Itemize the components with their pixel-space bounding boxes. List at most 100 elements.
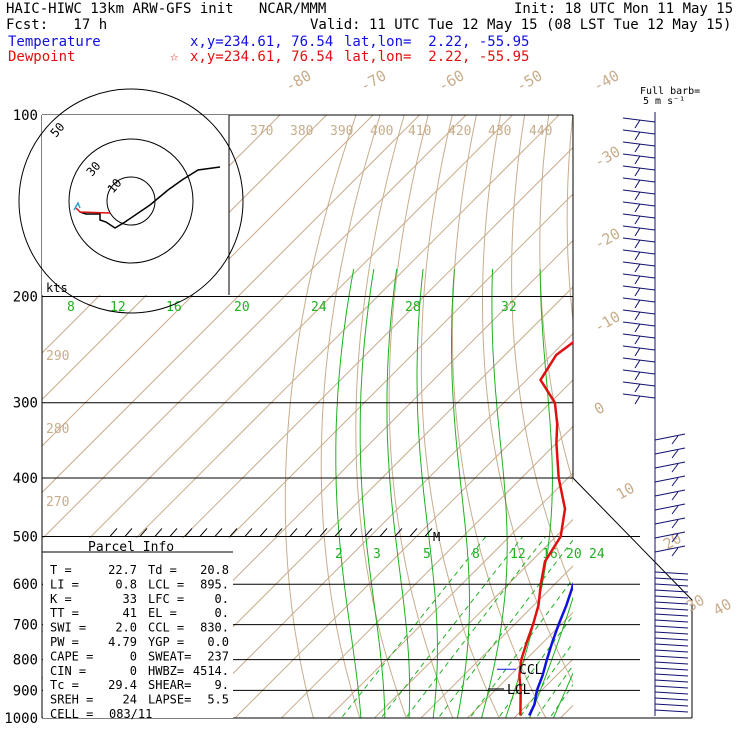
wind-barb-feather [634, 239, 641, 249]
wind-barb [622, 141, 656, 147]
parcel-row-label: K = [50, 592, 72, 606]
wind-barb-feather [634, 143, 641, 153]
hodograph-trace [79, 166, 221, 229]
wind-barb-feather [634, 191, 641, 201]
forecast-hour: Fcst: 17 h [6, 17, 108, 33]
hatch-mark [109, 528, 118, 537]
temperature-xy: x,y=234.61, 76.54 [190, 34, 334, 50]
theta-label: 430 [488, 124, 511, 139]
parcel-row-label: SHEAR= [148, 678, 191, 692]
parcel-row-value: 237 [207, 649, 229, 663]
wind-barb-feather [634, 311, 641, 321]
wind-barb-feather [634, 383, 641, 393]
theta-label: 410 [408, 124, 431, 139]
dry-adiabat-line [451, 115, 547, 718]
wind-barb [622, 201, 656, 207]
wind-barb [622, 177, 656, 183]
wind-barb-feather [634, 371, 641, 381]
pressure-label: 1000 [4, 711, 38, 727]
pressure-label: 300 [13, 396, 38, 412]
wind-barb [622, 345, 656, 351]
parcel-title: Parcel Info [88, 540, 174, 555]
parcel-row-value: 0 [130, 664, 137, 678]
wind-barb [654, 709, 689, 713]
wind-barb [622, 261, 656, 267]
parcel-row-value: 830. [200, 621, 229, 635]
isotherm-label: -50 [513, 66, 545, 95]
wind-barb [654, 685, 689, 689]
theta-label: 370 [250, 124, 273, 139]
wind-barb-feather [634, 167, 641, 177]
hatch-mark [154, 528, 163, 537]
hodograph-ring [18, 88, 244, 314]
parcel-row-value: 4514. [193, 664, 229, 678]
mixing-ratio-label: 2 [335, 547, 343, 562]
wind-barb [654, 631, 689, 635]
pressure-label: 900 [13, 683, 38, 699]
parcel-row-value: 2.0 [115, 621, 137, 635]
wind-barb [622, 225, 656, 231]
parcel-row-value: 5.5 [207, 693, 229, 707]
init-time: Init: 18 UTC Mon 11 May 15 [514, 1, 734, 17]
theta-label: 270 [46, 495, 69, 510]
isotherm-line [141, 286, 573, 718]
wind-barb-feather [634, 203, 641, 213]
wind-barb-feather [671, 547, 679, 557]
parcel-row-label: CCL = [148, 621, 184, 635]
wind-barb-feather [671, 505, 679, 515]
dry-adiabat-line [717, 115, 740, 731]
moist-adiabat-line [335, 268, 362, 718]
isotherm-line [42, 115, 420, 494]
parcel-row-value: 33 [123, 592, 137, 606]
wind-barb [654, 673, 689, 677]
wind-barb [654, 643, 689, 647]
parcel-row-label: HWBZ= [148, 664, 184, 678]
mixing-ratio-label: 3 [373, 547, 381, 562]
wind-barb [622, 129, 656, 135]
wind-barb [654, 489, 686, 497]
mixing-ratio-line [497, 614, 573, 718]
pressure-label: 200 [13, 290, 38, 306]
dry-adiabat-line [566, 115, 573, 325]
hatch-mark [424, 528, 433, 537]
theta-label: 390 [330, 124, 353, 139]
moist-adiabat-line [480, 268, 508, 718]
moist-adiabat-line [359, 268, 386, 718]
wind-barb-feather [634, 299, 641, 309]
isotherm-label: -60 [435, 66, 467, 95]
parcel-row-label: TT = [50, 606, 79, 620]
wind-barb [654, 517, 686, 525]
wind-barb [622, 357, 656, 363]
wind-barb-feather [671, 533, 679, 543]
hatch-mark [199, 528, 208, 537]
mixing-ratio-label: 20 [566, 547, 582, 562]
mixing-ratio-line [535, 664, 573, 718]
parcel-row-label: LAPSE= [148, 693, 191, 707]
wind-barb-feather [634, 131, 641, 141]
wind-barb [654, 601, 689, 605]
hatch-mark [124, 528, 133, 537]
dry-adiabat-line [420, 115, 500, 718]
parcel-row-label: SWEAT= [148, 649, 191, 663]
dry-adiabat-line [388, 115, 454, 718]
parcel-row-label: CELL = [50, 707, 93, 721]
dry-adiabat-line [693, 115, 740, 731]
parcel-row-label: LCL = [148, 577, 184, 591]
mixing-ratio-label: 24 [311, 300, 327, 315]
parcel-row-value: 24 [123, 693, 137, 707]
hatch-mark [364, 528, 373, 537]
wind-barb [654, 625, 689, 629]
lcl-label: LCL [507, 683, 531, 698]
parcel-row-label: T = [50, 563, 72, 577]
mixing-ratio-label: 32 [501, 300, 517, 315]
isotherm-label: -10 [591, 307, 623, 336]
wind-barb [654, 461, 686, 469]
melting-level-marker: M [433, 530, 440, 544]
hatch-mark [409, 528, 418, 537]
dry-adiabat-line [284, 115, 357, 718]
parcel-row-value: 41 [123, 606, 137, 620]
wind-barb-feather [634, 155, 641, 165]
isotherm-line [234, 379, 573, 718]
hatch-mark [334, 528, 343, 537]
wind-barb-feather [634, 227, 641, 237]
